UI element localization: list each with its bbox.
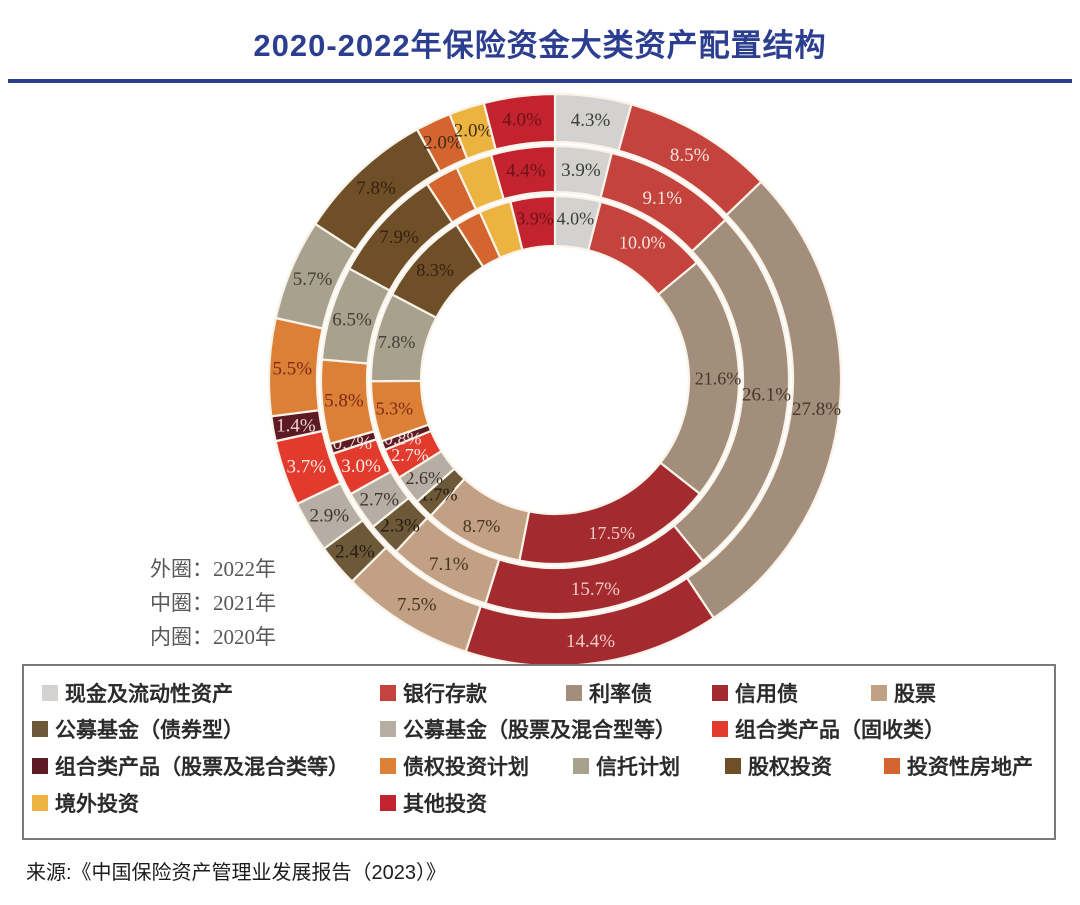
legend-item-investment-real-estate: 投资性房地产 [884,749,1033,783]
legend-item-stocks: 股票 [871,676,936,710]
segment-label-2021-mutual-funds-equity: 2.7% [360,489,400,510]
legend-swatch-interest-rate-bonds [566,685,582,701]
segment-label-2021-stocks: 7.1% [429,554,469,575]
segment-label-2022-trust-plans: 5.7% [293,269,333,290]
segment-label-2021-mutual-funds-bond: 2.3% [380,515,420,536]
segment-label-2022-equity-investment: 7.8% [356,178,396,199]
legend-row-3: 组合类产品（股票及混合类等） 债权投资计划 信托计划 股权投资 投资性房地产 [24,749,1054,783]
legend-label: 银行存款 [403,682,487,706]
segment-label-2022-investment-real-estate: 2.0% [423,133,463,154]
ring-note-inner: 内圈：2020年 [150,625,276,649]
legend-swatch-other-investment [380,795,396,811]
legend-label: 组合类产品（股票及混合类等） [55,755,349,779]
legend-item-interest-rate-bonds: 利率债 [566,676,652,710]
legend-swatch-mutual-funds-bond [32,721,48,737]
segment-label-2022-other-investment: 4.0% [502,110,542,131]
segment-label-2021-credit-bonds: 15.7% [571,579,620,600]
legend-label: 其他投资 [403,792,487,816]
legend-label: 公募基金（股票及混合型等） [403,718,676,742]
segment-label-2020-portfolio-products-fixed-income: 2.7% [391,445,429,465]
segment-label-2022-portfolio-products-fixed-income: 3.7% [287,456,327,477]
legend-label: 公募基金（债券型） [55,718,244,742]
segment-label-2020-debt-investment-plans: 5.3% [376,398,414,418]
legend-swatch-investment-real-estate [884,758,900,774]
segment-label-2020-interest-rate-bonds: 21.6% [695,368,742,388]
segment-label-2020-stocks: 8.7% [463,516,501,536]
legend-row-2: 公募基金（债券型） 公募基金（股票及混合型等） 组合类产品（固收类） [24,712,1054,746]
legend-swatch-mutual-funds-equity [380,721,396,737]
legend-item-cash: 现金及流动性资产 [42,676,233,710]
legend-label: 组合类产品（固收类） [735,718,945,742]
legend-item-debt-investment-plans: 债权投资计划 [380,749,529,783]
segment-label-2020-mutual-funds-equity: 2.6% [406,468,444,488]
legend-swatch-portfolio-products-fixed-income [712,721,728,737]
legend-swatch-bank-deposits [380,685,396,701]
segment-label-2020-other-investment: 3.9% [516,209,554,229]
segment-label-2021-trust-plans: 6.5% [332,310,372,331]
legend-label: 投资性房地产 [907,755,1033,779]
segment-label-2021-bank-deposits: 9.1% [643,188,683,209]
segment-label-2022-mutual-funds-bond: 2.4% [335,541,375,562]
legend-swatch-equity-investment [725,758,741,774]
legend-item-trust-plans: 信托计划 [573,749,680,783]
legend-row-1: 现金及流动性资产 银行存款 利率债 信用债 股票 [24,676,1054,710]
legend-swatch-overseas-investment [32,795,48,811]
legend-label: 境外投资 [55,792,139,816]
segment-2020-other-investment [509,194,557,252]
segment-label-2022-overseas-investment: 2.0% [454,121,494,142]
segment-2021-other-investment [489,144,557,201]
legend-item-portfolio-products-fixed-income: 组合类产品（固收类） [712,712,945,746]
legend-item-credit-bonds: 信用债 [712,676,798,710]
legend-label: 信托计划 [596,755,680,779]
page-title: 2020-2022年保险资金大类资产配置结构 [253,28,827,63]
segment-label-2022-credit-bonds: 14.4% [566,631,615,652]
segment-label-2021-other-investment: 4.4% [506,161,546,182]
ring-note: 外圈：2022年 中圈：2021年 内圈：2020年 [150,552,276,654]
segment-label-2022-stocks: 7.5% [397,594,437,615]
source-note: 来源:《中国保险资产管理业发展报告（2023）》 [26,862,447,884]
ring-note-outer: 外圈：2022年 [150,557,276,581]
legend-item-mutual-funds-equity: 公募基金（股票及混合型等） [380,712,676,746]
legend-row-4: 境外投资 其他投资 [24,786,1054,820]
legend-swatch-credit-bonds [712,685,728,701]
segment-label-2022-debt-investment-plans: 5.5% [273,359,313,380]
ring-note-middle: 中圈：2021年 [150,591,276,615]
legend-item-equity-investment: 股权投资 [725,749,832,783]
segment-label-2020-credit-bonds: 17.5% [588,523,635,543]
segment-label-2020-cash: 4.0% [557,209,595,229]
legend-swatch-cash [42,685,58,701]
legend-swatch-debt-investment-plans [380,758,396,774]
segment-label-2020-bank-deposits: 10.0% [619,233,666,253]
legend-item-other-investment: 其他投资 [380,786,487,820]
segment-label-2021-debt-investment-plans: 5.8% [324,391,364,412]
legend-swatch-stocks [871,685,887,701]
segment-label-2021-equity-investment: 7.9% [379,227,419,248]
legend-label: 利率债 [589,682,652,706]
legend-label: 信用债 [735,682,798,706]
legend-label: 现金及流动性资产 [65,682,233,706]
legend-label: 股票 [894,682,936,706]
segment-label-2020-equity-investment: 8.3% [416,260,454,280]
segment-label-2022-cash: 4.3% [571,110,611,131]
legend-item-overseas-investment: 境外投资 [32,786,139,820]
segment-label-2022-interest-rate-bonds: 27.8% [792,399,841,420]
legend-swatch-portfolio-products-equity [32,758,48,774]
legend-item-portfolio-products-equity: 组合类产品（股票及混合类等） [32,749,349,783]
legend: 现金及流动性资产 银行存款 利率债 信用债 股票 公募基金（债券型） 公募基金（股票及混合… [22,664,1056,840]
segment-label-2022-portfolio-products-equity: 1.4% [276,416,316,437]
segment-label-2021-portfolio-products-fixed-income: 3.0% [341,456,381,477]
donut-chart: 4.3% 8.5% 27.8% 14.4% 7.5% 2.4% 2.9% 3.7% 1.4% 5.… [267,92,843,668]
legend-item-bank-deposits: 银行存款 [380,676,487,710]
segment-label-2020-trust-plans: 7.8% [378,332,416,352]
legend-label: 债权投资计划 [403,755,529,779]
legend-item-mutual-funds-bond: 公募基金（债券型） [32,712,244,746]
legend-label: 股权投资 [748,755,832,779]
segment-label-2022-bank-deposits: 8.5% [670,145,710,166]
title-divider [8,79,1072,83]
segment-2022-other-investment [482,92,557,151]
legend-swatch-trust-plans [573,758,589,774]
segment-label-2021-cash: 3.9% [561,160,601,181]
segment-label-2021-interest-rate-bonds: 26.1% [742,385,791,406]
segment-label-2022-mutual-funds-equity: 2.9% [310,506,350,527]
